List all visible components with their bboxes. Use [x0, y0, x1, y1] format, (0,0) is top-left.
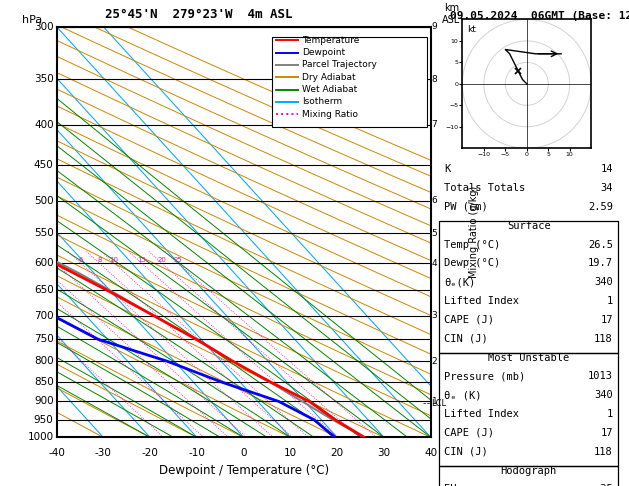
Text: 1: 1 [607, 296, 613, 306]
Text: 4: 4 [431, 259, 437, 268]
Text: 1000: 1000 [28, 433, 53, 442]
Text: 500: 500 [34, 196, 53, 206]
Text: Isotherm: Isotherm [302, 97, 342, 106]
Text: 10: 10 [284, 448, 297, 458]
Text: 0: 0 [240, 448, 247, 458]
Text: Lifted Index: Lifted Index [445, 296, 520, 306]
Text: kt: kt [467, 25, 476, 34]
Bar [439, 221, 618, 353]
Text: km
ASL: km ASL [442, 3, 460, 25]
Text: 750: 750 [34, 334, 53, 344]
Text: Wet Adiabat: Wet Adiabat [302, 85, 357, 94]
Text: 400: 400 [34, 120, 53, 130]
Text: 1: 1 [431, 397, 437, 406]
Text: 20: 20 [331, 448, 344, 458]
Bar [439, 353, 618, 466]
Text: -40: -40 [48, 448, 65, 458]
Text: 17: 17 [601, 428, 613, 438]
Text: 26.5: 26.5 [588, 240, 613, 250]
Text: 15: 15 [137, 257, 146, 263]
Text: EH: EH [445, 485, 457, 486]
Text: 300: 300 [34, 22, 53, 32]
Text: 6: 6 [79, 257, 83, 263]
Bar [272, 37, 427, 127]
Text: 900: 900 [34, 397, 53, 406]
Text: PW (cm): PW (cm) [445, 202, 488, 212]
Text: 8: 8 [431, 75, 437, 84]
Text: 550: 550 [34, 228, 53, 239]
Text: Most Unstable: Most Unstable [488, 353, 569, 363]
Text: Surface: Surface [507, 221, 550, 231]
Text: 450: 450 [34, 160, 53, 170]
Text: 340: 340 [594, 278, 613, 287]
Text: 650: 650 [34, 285, 53, 295]
Text: 25: 25 [174, 257, 182, 263]
Text: Totals Totals: Totals Totals [445, 183, 526, 193]
Text: Temp (°C): Temp (°C) [445, 240, 501, 250]
Text: CAPE (J): CAPE (J) [445, 315, 494, 325]
Text: hPa: hPa [22, 15, 42, 25]
Text: 5: 5 [431, 229, 437, 238]
Text: 800: 800 [34, 356, 53, 366]
Text: 118: 118 [594, 334, 613, 344]
Text: -35: -35 [594, 485, 613, 486]
Text: 700: 700 [34, 311, 53, 321]
Text: 118: 118 [594, 447, 613, 457]
Text: 1: 1 [607, 409, 613, 419]
Text: 14: 14 [601, 164, 613, 174]
Bar [439, 466, 618, 486]
Text: Hodograph: Hodograph [501, 466, 557, 476]
Text: 20: 20 [157, 257, 166, 263]
Text: CAPE (J): CAPE (J) [445, 428, 494, 438]
Text: 6: 6 [431, 196, 437, 206]
Text: LCL: LCL [431, 399, 447, 408]
Text: -20: -20 [142, 448, 159, 458]
Text: K: K [445, 164, 450, 174]
Text: 19.7: 19.7 [588, 259, 613, 268]
Text: 9: 9 [431, 22, 437, 31]
Text: 25°45'N  279°23'W  4m ASL: 25°45'N 279°23'W 4m ASL [105, 8, 292, 20]
Text: Mixing Ratio: Mixing Ratio [302, 110, 358, 119]
Text: Lifted Index: Lifted Index [445, 409, 520, 419]
Text: Temperature: Temperature [302, 36, 359, 45]
Text: 350: 350 [34, 74, 53, 84]
Text: 40: 40 [425, 448, 437, 458]
Text: CIN (J): CIN (J) [445, 447, 488, 457]
Text: θₑ (K): θₑ (K) [445, 390, 482, 400]
Text: 30: 30 [377, 448, 391, 458]
Text: 34: 34 [601, 183, 613, 193]
Text: 2: 2 [431, 357, 437, 366]
Text: CIN (J): CIN (J) [445, 334, 488, 344]
Text: Dewpoint: Dewpoint [302, 48, 345, 57]
Text: 850: 850 [34, 377, 53, 387]
Text: θₑ(K): θₑ(K) [445, 278, 476, 287]
Text: -10: -10 [189, 448, 206, 458]
Text: 09.05.2024  06GMT (Base: 12): 09.05.2024 06GMT (Base: 12) [450, 11, 629, 21]
Text: 8: 8 [97, 257, 102, 263]
Text: 600: 600 [34, 258, 53, 268]
Text: 7: 7 [431, 121, 437, 129]
Text: 10: 10 [109, 257, 118, 263]
Text: Parcel Trajectory: Parcel Trajectory [302, 60, 377, 69]
Text: 2.59: 2.59 [588, 202, 613, 212]
Text: Dry Adiabat: Dry Adiabat [302, 73, 355, 82]
Text: Mixing Ratio (g/kg): Mixing Ratio (g/kg) [469, 186, 479, 278]
Text: 17: 17 [601, 315, 613, 325]
Text: Dewp (°C): Dewp (°C) [445, 259, 501, 268]
Text: Dewpoint / Temperature (°C): Dewpoint / Temperature (°C) [159, 464, 329, 477]
Text: 3: 3 [431, 311, 437, 320]
Text: 950: 950 [34, 415, 53, 425]
Text: 340: 340 [594, 390, 613, 400]
Text: Pressure (mb): Pressure (mb) [445, 371, 526, 382]
Text: -30: -30 [95, 448, 112, 458]
Text: 1013: 1013 [588, 371, 613, 382]
